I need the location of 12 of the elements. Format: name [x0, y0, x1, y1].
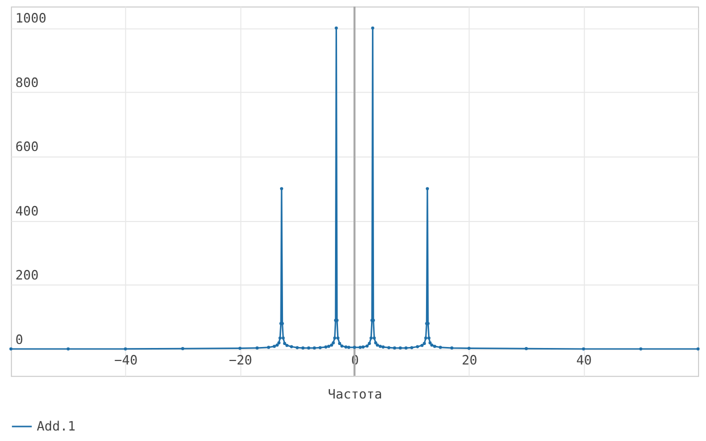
x-tick-label: 40 — [576, 353, 592, 368]
y-tick-label: 600 — [15, 140, 39, 156]
y-tick-label: 400 — [15, 204, 39, 220]
x-axis-title: Частота — [328, 387, 382, 402]
x-tick-label: 20 — [462, 353, 478, 368]
x-tick-label: −40 — [114, 353, 138, 368]
x-tick-label: −20 — [228, 353, 252, 368]
legend-label: Add.1 — [36, 420, 76, 435]
y-tick-label: 0 — [15, 332, 24, 348]
y-tick-label: 200 — [15, 268, 39, 284]
y-tick-label: 1000 — [15, 12, 46, 27]
y-tick-label: 800 — [15, 76, 39, 91]
